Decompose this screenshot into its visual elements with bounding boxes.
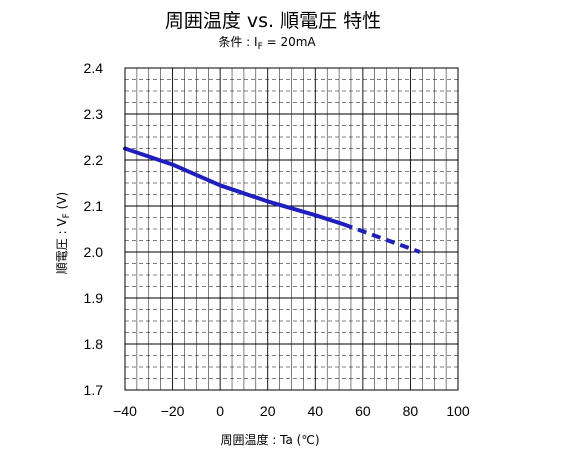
y-tick-label: 1.7 bbox=[84, 382, 104, 398]
x-tick-label: 40 bbox=[307, 403, 323, 419]
x-tick-label: 60 bbox=[355, 403, 371, 419]
series-line bbox=[123, 146, 346, 227]
x-tick-label: 100 bbox=[446, 403, 470, 419]
x-tick-labels: −40 −20 0 20 40 60 80 100 bbox=[113, 403, 470, 419]
x-tick-label: −20 bbox=[161, 403, 185, 419]
y-tick-labels: 1.7 1.8 1.9 2.0 2.1 2.2 2.3 2.4 bbox=[84, 60, 104, 398]
y-tick-label: 2.2 bbox=[84, 152, 104, 168]
grid bbox=[125, 68, 458, 390]
y-tick-label: 2.4 bbox=[84, 60, 104, 76]
y-axis-label: 順電圧 : VF (V) bbox=[55, 192, 72, 274]
y-tick-label: 2.0 bbox=[84, 244, 104, 260]
x-tick-label: −40 bbox=[113, 403, 137, 419]
y-tick-label: 1.9 bbox=[84, 290, 104, 306]
chart-subtitle: 条件 : IF = 20mA bbox=[218, 35, 316, 52]
x-tick-label: 0 bbox=[216, 403, 224, 419]
series bbox=[123, 146, 421, 254]
x-tick-label: 20 bbox=[260, 403, 276, 419]
x-axis-label: 周囲温度 : Ta (℃) bbox=[220, 432, 319, 447]
plot-frame bbox=[124, 67, 459, 391]
chart-title: 周囲温度 vs. 順電圧 特性 bbox=[165, 10, 381, 32]
y-tick-label: 1.8 bbox=[84, 336, 104, 352]
series-line-dashed bbox=[343, 222, 421, 254]
x-tick-label: 80 bbox=[403, 403, 419, 419]
y-tick-label: 2.1 bbox=[84, 198, 104, 214]
y-tick-label: 2.3 bbox=[84, 106, 104, 122]
